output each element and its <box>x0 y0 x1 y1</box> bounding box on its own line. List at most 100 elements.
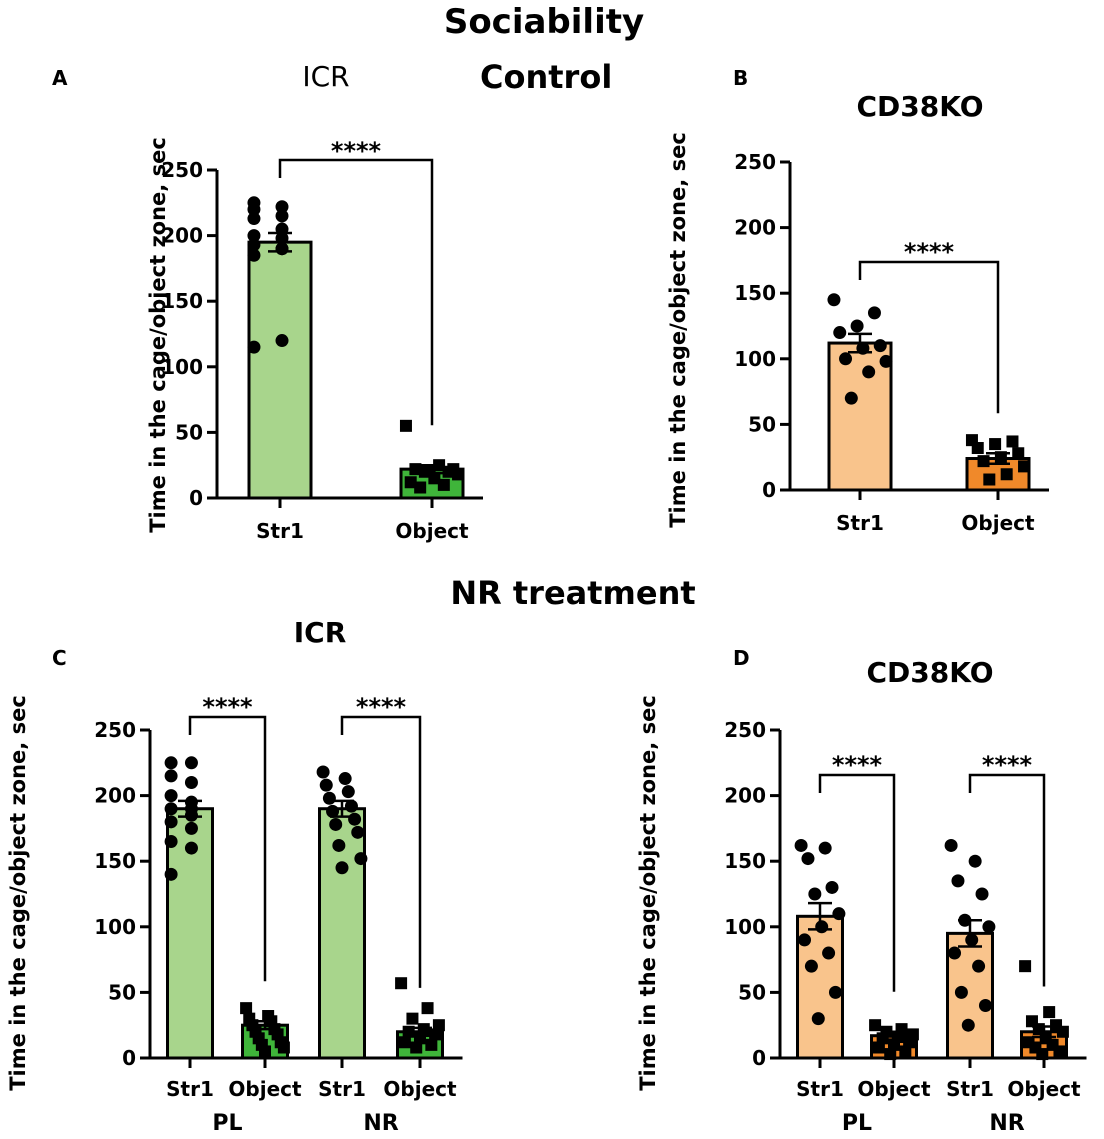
section-title-treatment: NR treatment <box>450 574 696 612</box>
data-point-square <box>399 419 412 432</box>
data-point-square <box>989 438 1002 451</box>
y-tick-label-250: 250 <box>94 718 136 742</box>
data-point-circle <box>275 334 289 348</box>
y-tick-label-50: 50 <box>175 420 203 444</box>
data-point-circle <box>832 907 846 921</box>
data-point-circle <box>275 222 289 236</box>
section-title-control: Control <box>480 58 613 96</box>
y-tick-label-200: 200 <box>734 216 776 240</box>
data-point-square <box>414 1032 426 1045</box>
group-label-pl: PL <box>212 1111 242 1136</box>
data-point-circle <box>247 238 261 252</box>
panel-b-title: CD38KO <box>856 90 984 123</box>
data-point-square <box>971 442 984 455</box>
significance-bracket-0 <box>278 158 434 426</box>
data-point-circle <box>275 231 289 245</box>
data-point-square <box>240 1002 253 1015</box>
y-tick-label-50: 50 <box>108 980 136 1004</box>
data-point-circle <box>982 920 996 934</box>
data-point-circle <box>839 352 853 366</box>
x-tick-label-1: Object <box>961 511 1035 535</box>
data-point-square <box>872 1041 885 1054</box>
data-point-square <box>437 478 450 491</box>
y-tick-label-50: 50 <box>738 980 766 1004</box>
data-point-circle <box>798 933 812 947</box>
data-point-circle <box>808 887 822 901</box>
data-point-circle <box>164 769 178 783</box>
data-point-circle <box>879 354 893 368</box>
x-tick-label-0: Str1 <box>836 511 884 535</box>
y-tick-label-150: 150 <box>734 281 776 305</box>
data-point-circle <box>873 339 887 353</box>
data-point-square <box>417 1023 430 1036</box>
data-point-circle <box>850 319 864 333</box>
panel-d-chart: Time in the cage/object zone, sec Str1 Obj… <box>636 695 1087 1136</box>
data-point-circle <box>822 946 836 960</box>
panel-c-label: C <box>52 646 67 670</box>
data-point-circle <box>247 248 261 262</box>
data-point-square <box>447 463 460 476</box>
significance-label-1: **** <box>356 693 407 721</box>
data-point-square <box>433 459 446 472</box>
data-point-circle <box>948 946 962 960</box>
data-point-circle <box>954 985 968 999</box>
y-tick-label-100: 100 <box>734 347 776 371</box>
y-tick-label-250: 250 <box>734 150 776 174</box>
data-point-square <box>977 455 990 468</box>
x-tick-label-2: Str1 <box>318 1077 366 1101</box>
data-point-circle <box>329 817 343 831</box>
y-tick-label-150: 150 <box>94 849 136 873</box>
data-point-circle <box>968 854 982 868</box>
panel-d-title: CD38KO <box>866 656 994 689</box>
data-point-square <box>1019 960 1032 973</box>
significance-bracket-0 <box>188 715 267 982</box>
data-point-circle <box>804 959 818 973</box>
data-point-square <box>429 1028 442 1041</box>
significance-bracket-0 <box>858 260 1000 414</box>
data-point-square <box>994 451 1007 464</box>
data-point-square <box>423 464 436 477</box>
significance-label-0: **** <box>331 137 382 165</box>
data-point-square <box>1053 1045 1066 1058</box>
data-point-circle <box>794 838 808 852</box>
data-point-circle <box>867 306 881 320</box>
x-tick-label-0: Str1 <box>256 519 304 543</box>
y-tick-label-200: 200 <box>94 784 136 808</box>
data-point-circle <box>825 880 839 894</box>
data-point-square <box>1050 1019 1063 1032</box>
x-tick-label-1: Object <box>228 1077 302 1101</box>
data-point-circle <box>961 1018 975 1032</box>
data-point-circle <box>862 365 876 379</box>
y-axis-label: Time in the cage/object zone, sec <box>6 695 30 1091</box>
data-point-square <box>406 1012 419 1025</box>
data-point-square <box>899 1045 912 1058</box>
data-point-square <box>277 1041 290 1054</box>
y-tick-label-100: 100 <box>724 915 766 939</box>
data-point-circle <box>354 852 368 866</box>
data-point-circle <box>164 789 178 803</box>
data-point-square <box>414 481 427 494</box>
data-point-circle <box>944 838 958 852</box>
y-tick-label-0: 0 <box>189 486 203 510</box>
data-point-square <box>398 1036 411 1049</box>
data-point-circle <box>951 874 965 888</box>
y-tick-label-150: 150 <box>161 289 203 313</box>
significance-label-0: **** <box>904 238 955 266</box>
data-point-circle <box>247 229 261 243</box>
y-tick-label-150: 150 <box>724 849 766 873</box>
data-point-circle <box>338 772 352 786</box>
data-point-square <box>421 1002 434 1015</box>
panel-b-label: B <box>733 66 749 90</box>
y-tick-label-250: 250 <box>161 158 203 182</box>
data-point-circle <box>856 341 870 355</box>
y-axis-label: Time in the cage/object zone, sec <box>666 132 690 528</box>
y-axis-label: Time in the cage/object zone, sec <box>636 695 660 1091</box>
data-point-square <box>249 1025 262 1038</box>
data-point-circle <box>828 985 842 999</box>
data-point-circle <box>184 802 198 816</box>
data-point-circle <box>833 326 847 340</box>
data-point-circle <box>184 841 198 855</box>
data-point-square <box>404 476 417 489</box>
data-point-circle <box>184 756 198 770</box>
data-point-circle <box>164 815 178 829</box>
